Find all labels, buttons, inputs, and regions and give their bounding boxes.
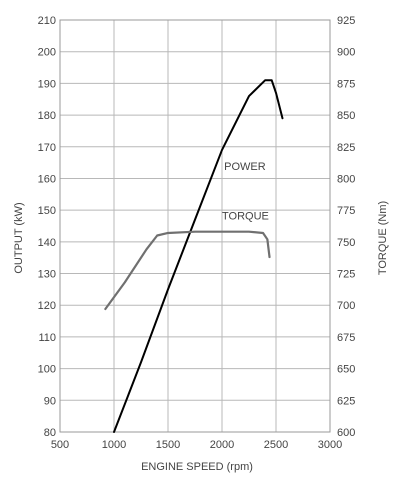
y-right-tick-label: 650	[337, 364, 355, 376]
y-right-tick-label: 700	[337, 300, 355, 312]
y-axis-right-title: TORQUE (Nm)	[377, 201, 389, 275]
y-left-tick-label: 190	[38, 78, 56, 90]
y-left-tick-label: 120	[38, 300, 56, 312]
y-right-tick-label: 775	[337, 205, 355, 217]
y-left-tick-label: 210	[38, 15, 56, 27]
x-axis-title: ENGINE SPEED (rpm)	[141, 461, 253, 473]
y-right-tick-label: 800	[337, 173, 355, 185]
y-right-tick-label: 600	[337, 427, 355, 439]
y-right-tick-label: 900	[337, 47, 355, 59]
y-left-tick-label: 90	[44, 395, 56, 407]
x-tick-label: 500	[51, 439, 69, 451]
y-left-tick-label: 150	[38, 205, 56, 217]
y-left-tick-label: 80	[44, 427, 56, 439]
series-lines	[104, 79, 284, 433]
torque-series-label: TORQUE	[222, 211, 269, 223]
x-tick-label: 1000	[102, 439, 126, 451]
y-left-tick-label: 180	[38, 110, 56, 122]
y-left-tick-label: 130	[38, 269, 56, 281]
x-tick-label: 2500	[264, 439, 288, 451]
y-right-tick-label: 725	[337, 269, 355, 281]
y-right-tick-label: 750	[337, 237, 355, 249]
y-left-tick-label: 200	[38, 47, 56, 59]
y-left-tick-label: 140	[38, 237, 56, 249]
y-axis-left-title: OUTPUT (kW)	[13, 202, 25, 273]
axis-ticks: 500 1000 1500 2000 2500 3000 80 90 100 110 120 130 1…	[38, 15, 356, 451]
y-right-tick-label: 875	[337, 78, 355, 90]
y-left-tick-label: 100	[38, 364, 56, 376]
y-right-tick-label: 625	[337, 395, 355, 407]
plot-frame	[59, 19, 331, 433]
series-labels: POWER TORQUE	[222, 161, 269, 223]
torque-line	[104, 230, 271, 311]
y-right-tick-label: 675	[337, 332, 355, 344]
x-tick-label: 1500	[156, 439, 180, 451]
y-left-tick-label: 110	[38, 332, 56, 344]
power-line	[113, 79, 284, 433]
y-left-tick-label: 160	[38, 173, 56, 185]
y-left-tick-label: 170	[38, 142, 56, 154]
x-tick-label: 2000	[210, 439, 234, 451]
y-right-tick-label: 850	[337, 110, 355, 122]
x-tick-label: 3000	[318, 439, 342, 451]
y-right-tick-label: 825	[337, 142, 355, 154]
power-series-label: POWER	[224, 161, 266, 173]
y-right-tick-label: 925	[337, 15, 355, 27]
chart-grid	[59, 19, 331, 433]
